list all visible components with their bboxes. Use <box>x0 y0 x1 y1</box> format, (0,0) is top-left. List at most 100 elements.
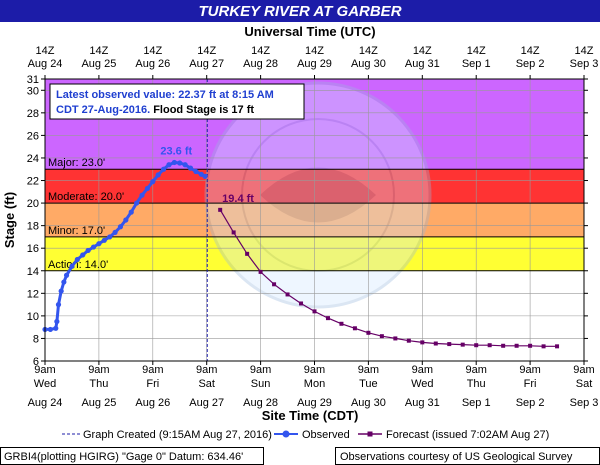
svg-text:CDT 27-Aug-2016. Flood Stage i: CDT 27-Aug-2016. Flood Stage is 17 ft <box>56 104 254 116</box>
top-tick-hour: 14Z <box>575 45 594 57</box>
observed-point <box>123 217 129 223</box>
forecast-point <box>258 269 263 274</box>
y-tick-label: 16 <box>27 243 39 255</box>
top-tick-date: Aug 28 <box>243 58 278 70</box>
forecast-point <box>352 326 357 331</box>
bottom-tick-time: 9am <box>465 364 486 376</box>
legend-graph-created: Graph Created (9:15AM Aug 27, 2016) <box>83 429 272 441</box>
bottom-tick-date: Aug 31 <box>405 397 440 409</box>
y-tick-label: 26 <box>27 130 39 142</box>
title-band <box>0 0 600 22</box>
forecast-point <box>487 343 492 348</box>
y-tick-label: 6 <box>33 356 39 368</box>
series-line-observed <box>45 160 206 331</box>
top-tick-hour: 14Z <box>305 45 324 57</box>
observed-point <box>61 279 67 285</box>
series-line-forecast <box>219 209 557 347</box>
forecast-point <box>366 330 371 335</box>
bottom-tick-date: Sep 1 <box>462 397 491 409</box>
top-tick-date: Aug 31 <box>405 58 440 70</box>
flood-label-major: Major: 23.0' <box>48 157 105 169</box>
top-tick-date: Aug 30 <box>351 58 386 70</box>
bottom-tick-time: 9am <box>250 364 271 376</box>
forecast-point <box>245 251 250 256</box>
bottom-tick-time: 9am <box>358 364 379 376</box>
chart-title: TURKEY RIVER AT GARBER <box>198 3 401 20</box>
footer-datum: GRBI4(plotting HGIRG) "Gage 0" Datum: 63… <box>4 451 243 463</box>
observed-point <box>202 173 208 179</box>
observed-point <box>69 263 75 269</box>
observed-point <box>117 224 124 230</box>
noaa-watermark <box>204 81 432 309</box>
observed-point <box>74 256 80 263</box>
observed-point <box>90 244 97 250</box>
observed-point <box>63 272 70 278</box>
forecast-point <box>420 340 425 345</box>
latest-observation-line1: Latest observed value: 22.37 ft at 8:15 … <box>56 89 274 101</box>
top-tick-date: Aug 27 <box>189 58 224 70</box>
peak-annotations: 23.6 ft 19.4 ft <box>160 145 254 204</box>
latest-observation-date: CDT 27-Aug-2016. <box>56 104 150 116</box>
bottom-tick-date: Sep 2 <box>516 397 545 409</box>
bottom-tick-date: Aug 26 <box>135 397 170 409</box>
top-tick-hour: 14Z <box>143 45 162 57</box>
forecast-point <box>218 207 223 212</box>
forecast-point <box>460 342 465 347</box>
y-tick-label: 10 <box>27 311 39 323</box>
forecast-point <box>393 336 398 341</box>
bottom-axis-ticks: 9am Wed Aug 24 9am Thu Aug 25 9am Fri Aug 26 9am S… <box>28 361 599 409</box>
annotation-forecast: 19.4 ft <box>222 193 254 205</box>
forecast-point <box>339 321 344 326</box>
legend-observed: Observed <box>302 429 350 441</box>
legend-observed-marker <box>282 430 290 438</box>
forecast-point <box>379 334 384 339</box>
observed-point <box>134 200 140 206</box>
bottom-tick-date: Aug 24 <box>28 397 63 409</box>
bottom-tick-time: 9am <box>412 364 433 376</box>
top-tick-hour: 14Z <box>251 45 270 57</box>
bottom-tick-day: Sat <box>198 378 215 390</box>
observed-point <box>187 165 194 171</box>
top-tick-hour: 14Z <box>413 45 432 57</box>
forecast-point <box>501 343 506 348</box>
legend-forecast: Forecast (issued 7:02AM Aug 27) <box>386 429 549 441</box>
bottom-tick-day: Sat <box>576 378 593 390</box>
bottom-tick-date: Aug 25 <box>81 397 116 409</box>
bottom-tick-day: Fri <box>146 378 159 390</box>
bottom-tick-time: 9am <box>88 364 109 376</box>
forecast-point <box>433 341 438 346</box>
top-tick-date: Aug 25 <box>81 58 116 70</box>
observed-point <box>139 192 145 198</box>
y-tick-label: 12 <box>27 288 39 300</box>
y-tick-label: 31 <box>27 74 39 86</box>
top-tick-date: Aug 26 <box>135 58 170 70</box>
bottom-tick-day: Tue <box>359 378 378 390</box>
forecast-point <box>285 292 290 297</box>
flood-label-action: Action: 14.0' <box>48 259 108 271</box>
y-tick-label: 30 <box>27 85 39 97</box>
bottom-tick-day: Wed <box>34 378 56 390</box>
forecast-point <box>406 338 411 343</box>
observed-point <box>171 159 177 166</box>
forecast-point <box>514 343 519 348</box>
top-tick-hour: 14Z <box>467 45 486 57</box>
bottom-tick-date: Sep 3 <box>570 397 599 409</box>
y-tick-label: 8 <box>33 333 39 345</box>
y-tick-label: 22 <box>27 176 39 188</box>
top-axis-title: Universal Time (UTC) <box>244 24 375 39</box>
forecast-point <box>272 282 277 287</box>
forecast-point <box>541 344 546 349</box>
observed-point <box>128 209 134 215</box>
bottom-tick-time: 9am <box>519 364 540 376</box>
observed-point <box>55 302 62 308</box>
bottom-tick-time: 9am <box>142 364 163 376</box>
observed-point <box>166 162 172 168</box>
footer-credit: Observations courtesy of US Geological S… <box>340 451 573 463</box>
y-tick-label: 14 <box>27 266 39 278</box>
forecast-point <box>312 309 317 314</box>
top-tick-hour: 14Z <box>197 45 216 57</box>
forecast-point <box>231 230 236 235</box>
bottom-tick-day: Thu <box>89 378 108 390</box>
observed-point <box>101 237 107 243</box>
